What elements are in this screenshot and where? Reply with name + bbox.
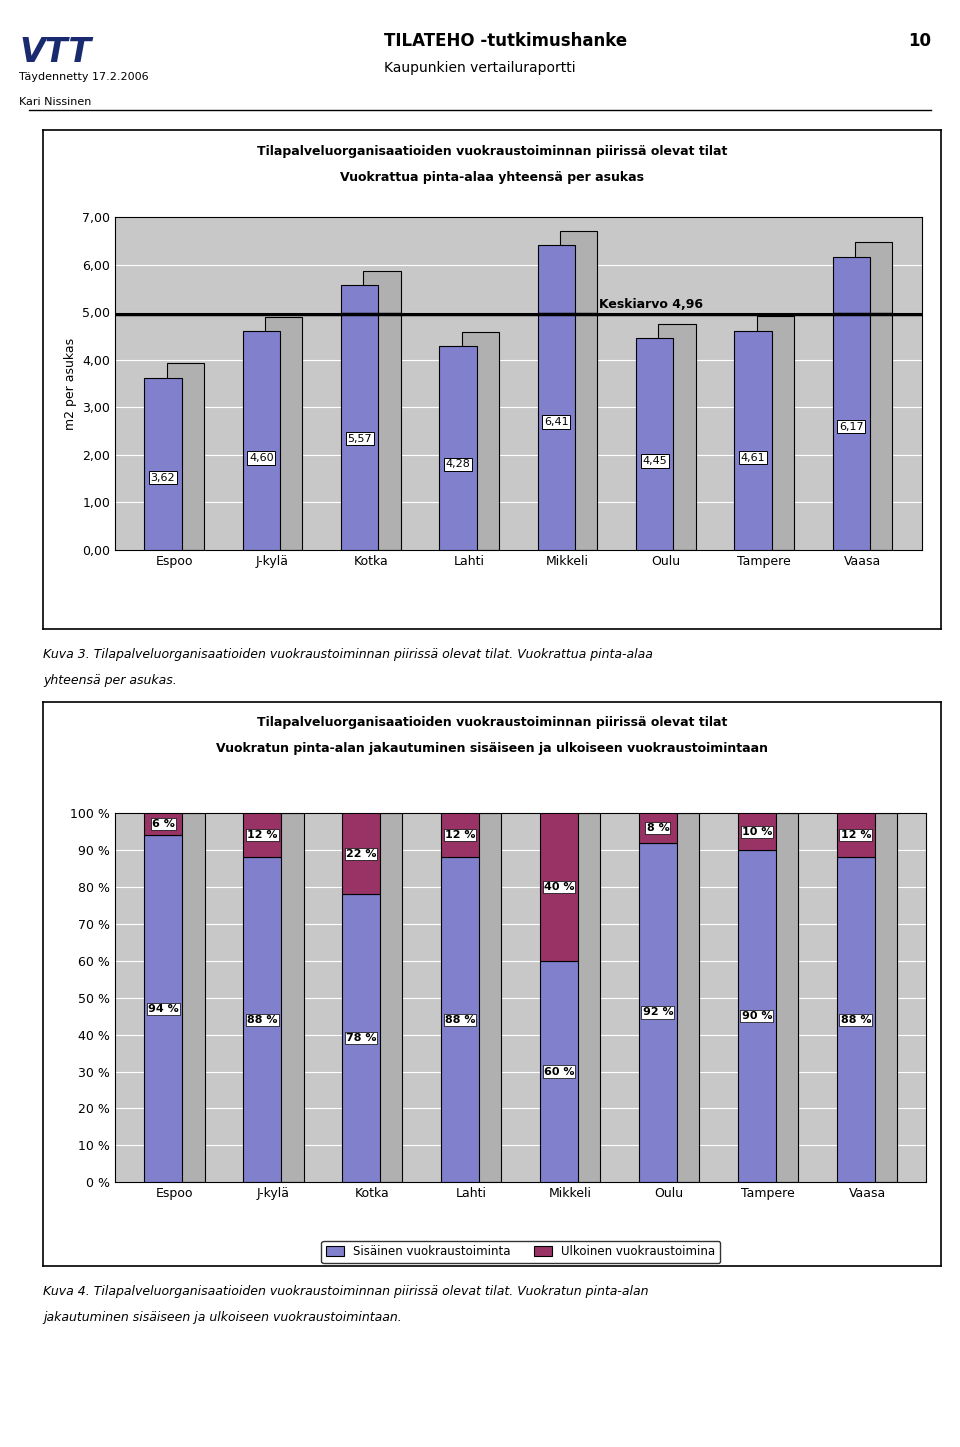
- Bar: [343, 813, 380, 894]
- Text: yhteensä per asukas.: yhteensä per asukas.: [43, 674, 177, 687]
- Text: 78 %: 78 %: [346, 1033, 376, 1043]
- Bar: [659, 324, 696, 550]
- Text: 12 %: 12 %: [247, 831, 277, 841]
- Bar: [167, 813, 204, 1182]
- Bar: [244, 813, 281, 858]
- Bar: [563, 813, 600, 1182]
- Bar: [661, 813, 699, 1182]
- Text: VTT: VTT: [19, 36, 91, 69]
- Bar: [832, 256, 870, 550]
- Bar: [540, 813, 578, 961]
- Text: 22 %: 22 %: [346, 849, 376, 860]
- Text: Tilapalveluorganisaatioiden vuokraustoiminnan piirissä olevat tilat: Tilapalveluorganisaatioiden vuokraustoim…: [257, 716, 727, 729]
- Text: jakautuminen sisäiseen ja ulkoiseen vuokraustoimintaan.: jakautuminen sisäiseen ja ulkoiseen vuok…: [43, 1311, 402, 1324]
- Bar: [343, 894, 380, 1182]
- Bar: [144, 378, 181, 550]
- Bar: [265, 317, 302, 550]
- Bar: [266, 813, 303, 1182]
- Bar: [639, 842, 677, 1182]
- Text: 88 %: 88 %: [247, 1014, 277, 1024]
- Bar: [243, 331, 280, 550]
- Y-axis label: m2 per asukas: m2 per asukas: [63, 337, 77, 430]
- Bar: [442, 858, 479, 1182]
- Bar: [560, 232, 597, 550]
- Bar: [365, 813, 402, 1182]
- Bar: [639, 813, 677, 842]
- Text: Vuokratun pinta-alan jakautuminen sisäiseen ja ulkoiseen vuokraustoimintaan: Vuokratun pinta-alan jakautuminen sisäis…: [216, 742, 768, 755]
- Text: 5,57: 5,57: [348, 434, 372, 444]
- Text: 10 %: 10 %: [742, 826, 772, 836]
- Text: 6,17: 6,17: [839, 421, 864, 431]
- Text: Kaupunkien vertailuraportti: Kaupunkien vertailuraportti: [384, 61, 576, 75]
- Bar: [462, 333, 499, 550]
- Bar: [145, 835, 182, 1182]
- Bar: [364, 271, 400, 550]
- Bar: [341, 285, 378, 550]
- Text: Kari Nissinen: Kari Nissinen: [19, 97, 91, 107]
- Text: 4,45: 4,45: [642, 456, 667, 466]
- Text: Täydennetty 17.2.2006: Täydennetty 17.2.2006: [19, 72, 149, 82]
- Bar: [837, 813, 875, 858]
- Text: 88 %: 88 %: [444, 1014, 475, 1024]
- Bar: [760, 813, 798, 1182]
- Text: 12 %: 12 %: [444, 831, 475, 841]
- Text: 88 %: 88 %: [841, 1014, 871, 1024]
- Bar: [440, 346, 477, 550]
- Text: Kuva 3. Tilapalveluorganisaatioiden vuokraustoiminnan piirissä olevat tilat. Vuo: Kuva 3. Tilapalveluorganisaatioiden vuok…: [43, 648, 653, 661]
- Text: 10: 10: [908, 32, 931, 49]
- Bar: [540, 961, 578, 1182]
- Bar: [855, 242, 893, 550]
- Bar: [756, 317, 794, 550]
- Text: 3,62: 3,62: [151, 473, 176, 482]
- Bar: [167, 363, 204, 550]
- Text: 60 %: 60 %: [543, 1066, 574, 1077]
- Bar: [738, 849, 776, 1182]
- Text: 12 %: 12 %: [841, 831, 871, 841]
- Text: 90 %: 90 %: [741, 1011, 772, 1022]
- Bar: [538, 245, 575, 550]
- Text: 4,60: 4,60: [249, 453, 274, 463]
- Bar: [244, 858, 281, 1182]
- Bar: [145, 813, 182, 835]
- Text: Keskiarvo 4,96: Keskiarvo 4,96: [599, 298, 703, 311]
- Text: Tilapalveluorganisaatioiden vuokraustoiminnan piirissä olevat tilat: Tilapalveluorganisaatioiden vuokraustoim…: [257, 145, 727, 158]
- Bar: [837, 858, 875, 1182]
- Text: 6 %: 6 %: [152, 819, 175, 829]
- Text: 6,41: 6,41: [544, 417, 568, 427]
- Bar: [734, 331, 772, 550]
- Text: 4,61: 4,61: [741, 453, 765, 463]
- Bar: [738, 813, 776, 849]
- Text: TILATEHO -tutkimushanke: TILATEHO -tutkimushanke: [384, 32, 627, 49]
- Bar: [859, 813, 897, 1182]
- Bar: [442, 813, 479, 858]
- Text: 4,28: 4,28: [445, 459, 470, 469]
- Bar: [636, 339, 673, 550]
- Text: Vuokrattua pinta-alaa yhteensä per asukas: Vuokrattua pinta-alaa yhteensä per asuka…: [340, 171, 644, 184]
- Legend: Sisäinen vuokraustoiminta, Ulkoinen vuokraustoimina: Sisäinen vuokraustoiminta, Ulkoinen vuok…: [322, 1240, 720, 1263]
- Text: 8 %: 8 %: [646, 823, 669, 833]
- Text: Kuva 4. Tilapalveluorganisaatioiden vuokraustoiminnan piirissä olevat tilat. Vuo: Kuva 4. Tilapalveluorganisaatioiden vuok…: [43, 1285, 649, 1298]
- Text: 94 %: 94 %: [148, 1004, 179, 1014]
- Text: 40 %: 40 %: [543, 883, 574, 891]
- Bar: [464, 813, 501, 1182]
- Text: 92 %: 92 %: [642, 1007, 673, 1017]
